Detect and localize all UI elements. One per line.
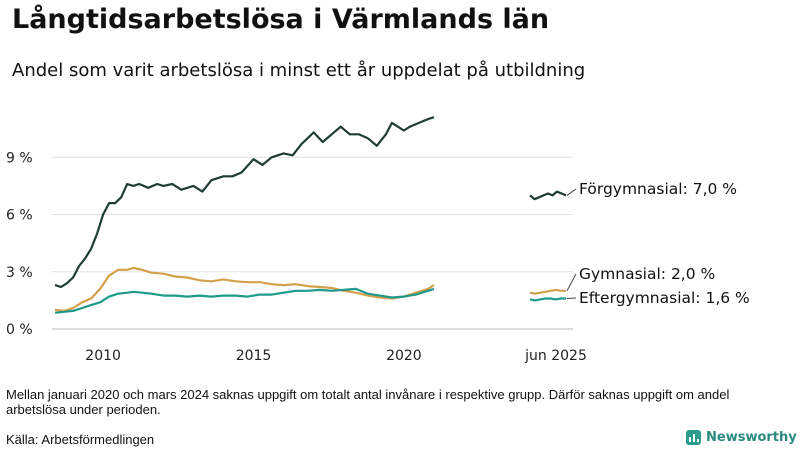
x-tick-label: 2015 — [236, 348, 272, 364]
series-line-gymnasial — [54, 266, 435, 312]
brand-logo[interactable]: Newsworthy — [686, 430, 797, 445]
series-label-gymnasial: Gymnasial: 2,0 % — [579, 265, 715, 283]
y-tick-label: 6 % — [6, 208, 33, 224]
series-recent-gymnasial — [529, 288, 566, 295]
series-line-eftergymnasial — [54, 287, 435, 314]
label-connector — [566, 188, 577, 196]
series-recent-eftergymnasial — [529, 297, 566, 302]
chart-title: Långtidsarbetslösa i Värmlands län — [12, 4, 550, 35]
footnote: Mellan januari 2020 och mars 2024 saknas… — [6, 387, 730, 417]
series-line-förgymnasial — [54, 116, 435, 289]
series-recent-förgymnasial — [529, 190, 567, 201]
y-tick-label: 9 % — [6, 150, 33, 166]
x-tick-label: 2020 — [386, 348, 422, 364]
y-tick-label: 0 % — [6, 322, 33, 338]
y-tick-label: 3 % — [6, 265, 33, 281]
source-credit: Källa: Arbetsförmedlingen — [6, 432, 155, 447]
newsworthy-icon — [686, 430, 701, 445]
brand-name: Newsworthy — [706, 430, 797, 445]
x-tick-label: 2010 — [85, 348, 121, 364]
chart-subtitle: Andel som varit arbetslösa i minst ett å… — [12, 60, 586, 81]
label-connector — [566, 273, 577, 292]
series-label-förgymnasial: Förgymnasial: 7,0 % — [579, 180, 737, 198]
x-tick-label-recent: jun 2025 — [524, 348, 587, 364]
series-label-eftergymnasial: Eftergymnasial: 1,6 % — [579, 289, 750, 307]
